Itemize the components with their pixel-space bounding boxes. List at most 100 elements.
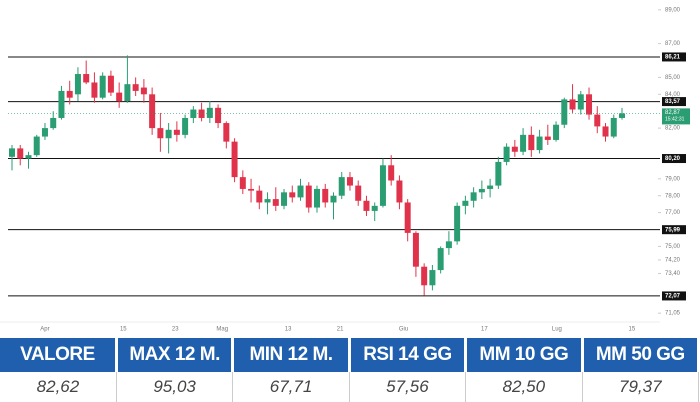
y-tick-label: 87,00 — [665, 41, 681, 47]
candle-body — [322, 188, 329, 203]
header-cell: MIN 12 M. — [232, 338, 351, 372]
candle-body — [66, 90, 73, 98]
candle-body — [379, 165, 386, 206]
level-label: 75,99 — [665, 227, 681, 233]
candle-body — [338, 177, 345, 196]
candle-body — [223, 123, 230, 142]
level-box — [662, 52, 686, 62]
candle-body — [553, 124, 560, 140]
candle-body — [462, 200, 469, 206]
candle-body — [503, 146, 510, 162]
candle-body — [17, 148, 24, 159]
y-tick-label: 85,00 — [665, 75, 681, 81]
y-tick-label: 74,20 — [665, 258, 681, 264]
candle-body — [272, 199, 279, 206]
level-label: 80,20 — [665, 156, 681, 162]
candle-body — [561, 99, 568, 125]
candle-body — [495, 161, 502, 186]
stats-table: VALORE MAX 12 M. MIN 12 M. RSI 14 GG MM 10 G… — [0, 338, 700, 402]
candle-body — [50, 117, 57, 129]
candle-body — [602, 126, 609, 137]
candle-body — [83, 74, 90, 83]
candle-body — [9, 148, 15, 157]
x-tick-label: Giu — [399, 327, 408, 333]
x-tick-label: 21 — [337, 327, 344, 333]
candle-body — [454, 205, 461, 242]
candle-body — [182, 117, 189, 135]
candle-body — [281, 192, 288, 206]
candle-body — [297, 185, 304, 198]
y-tick-label: 75,00 — [665, 244, 681, 250]
value-row: 82,62 95,03 67,71 57,56 82,50 79,37 — [0, 372, 700, 402]
header-cell: MM 10 GG — [465, 338, 584, 372]
candle-body — [520, 134, 527, 152]
header-row: VALORE MAX 12 M. MIN 12 M. RSI 14 GG MM 10 G… — [0, 338, 700, 372]
candle-body — [404, 202, 411, 233]
candle-body — [173, 129, 180, 135]
candle-body — [190, 109, 197, 118]
y-tick-label: 78,00 — [665, 193, 681, 199]
candle-body — [107, 75, 114, 93]
x-tick-label: Mag — [216, 327, 228, 333]
candle-body — [363, 200, 370, 211]
last-time-label: 15:42:31 — [665, 117, 685, 123]
y-tick-label: 77,00 — [665, 210, 681, 216]
candle-body — [124, 84, 131, 102]
candle-body — [511, 146, 518, 152]
candle-body — [470, 192, 477, 201]
level-box — [662, 225, 686, 235]
candle-body — [577, 94, 584, 110]
header-cell: VALORE — [0, 338, 118, 372]
candle-body — [536, 136, 543, 151]
candle-body — [256, 190, 263, 203]
y-tick-label: 71,05 — [665, 311, 681, 317]
y-tick-label: 79,00 — [665, 176, 681, 182]
level-label: 72,07 — [665, 294, 681, 300]
candle-body — [165, 129, 172, 139]
y-tick-label: 84,00 — [665, 92, 681, 98]
candle-body — [99, 75, 106, 98]
chart: 89,00 87,00 85,00 84,00 82,00 79,00 78,00 77,00… — [0, 7, 690, 333]
value-cell: 79,37 — [582, 372, 700, 402]
header-cell: MM 50 GG — [582, 338, 700, 372]
x-tick-label: 13 — [285, 327, 292, 333]
candle-body — [619, 113, 625, 118]
x-tick-label: 23 — [172, 327, 179, 333]
candle-body — [569, 99, 576, 110]
candle-body — [412, 232, 419, 267]
candle-body — [305, 185, 312, 208]
value-cell: 57,56 — [349, 372, 467, 402]
candle-body — [346, 177, 353, 186]
candle-body — [610, 117, 617, 137]
candle-body — [132, 84, 139, 91]
candle-body — [528, 134, 535, 151]
candle-body — [445, 241, 452, 249]
x-tick-label: 15 — [629, 327, 636, 333]
x-tick-label: Lug — [552, 327, 562, 333]
candle-body — [140, 87, 147, 95]
candle-body — [421, 266, 428, 286]
candle-body — [116, 92, 123, 102]
level-box — [662, 97, 686, 107]
candle-body — [264, 199, 271, 203]
candle-body — [74, 74, 81, 95]
level-label: 83,57 — [665, 99, 681, 105]
candle-body — [388, 165, 395, 181]
candle-body — [396, 180, 403, 203]
y-tick-label: 73,40 — [665, 271, 681, 277]
y-tick-label: 82,00 — [665, 126, 681, 132]
x-tick-label: Apr — [40, 327, 49, 333]
candle-body — [586, 94, 593, 115]
candle-body — [487, 185, 494, 189]
level-box — [662, 154, 686, 164]
candle-body — [429, 270, 436, 286]
candle-body — [544, 136, 551, 140]
candle-body — [239, 177, 246, 189]
candle-body — [25, 155, 32, 159]
candle-body — [33, 136, 40, 156]
candle-body — [314, 188, 320, 208]
candle-body — [248, 188, 255, 191]
candle-body — [478, 188, 485, 193]
level-label: 86,21 — [665, 55, 681, 61]
candle-body — [371, 205, 378, 211]
